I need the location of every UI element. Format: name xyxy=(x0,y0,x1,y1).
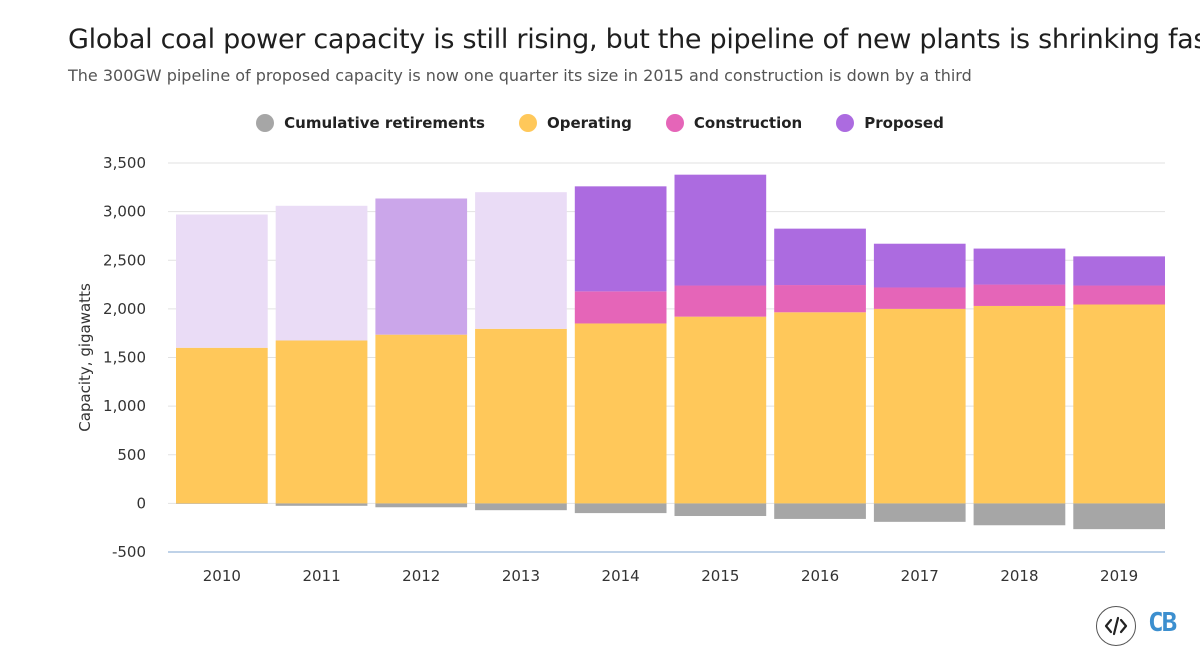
legend-label-construction: Construction xyxy=(693,114,803,132)
bar-construction-2018[interactable] xyxy=(973,284,1066,306)
legend-swatch-proposed xyxy=(836,114,855,132)
bar-construction-2016[interactable] xyxy=(774,285,866,313)
bar-operating-2019[interactable] xyxy=(1073,304,1165,504)
axes: -500 0 500 1,000 1,500 2,000 2,500 3,000 3,500 20… xyxy=(103,154,1165,585)
x-tick-label: 2011 xyxy=(302,567,340,585)
x-tick-label: 2019 xyxy=(1100,567,1138,585)
bar-operating-2018[interactable] xyxy=(973,305,1066,504)
x-tick-label: 2018 xyxy=(1000,567,1038,585)
x-tick-label: 2012 xyxy=(402,567,440,585)
y-tick-label: 1,000 xyxy=(103,397,146,415)
legend-swatch-operating xyxy=(518,114,537,132)
bar-retirements-2013[interactable] xyxy=(475,503,567,511)
x-tick-label: 2015 xyxy=(701,567,739,585)
bar-proposed-2019[interactable] xyxy=(1073,256,1165,286)
bar-proposed-2018[interactable] xyxy=(973,248,1066,285)
bar-retirements-2012[interactable] xyxy=(375,503,468,508)
bar-proposed-2014[interactable] xyxy=(574,186,667,292)
bar-operating-2014[interactable] xyxy=(574,323,667,504)
legend-label-retirements: Cumulative retirements xyxy=(284,114,485,132)
bar-construction-2015[interactable] xyxy=(674,285,767,317)
y-tick-label: 500 xyxy=(117,446,146,464)
x-tick-label: 2016 xyxy=(801,567,839,585)
bar-retirements-2015[interactable] xyxy=(674,503,767,517)
y-tick-label: 0 xyxy=(136,494,146,512)
y-axis-label: Capacity, gigawatts xyxy=(76,283,94,432)
legend: Cumulative retirements Operating Constru… xyxy=(0,114,1200,132)
legend-item-operating[interactable]: Operating xyxy=(518,114,632,132)
bar-proposed-2013[interactable] xyxy=(475,192,567,329)
bar-construction-2019[interactable] xyxy=(1073,285,1165,305)
embed-code-button[interactable] xyxy=(1096,606,1136,646)
y-tick-label: -500 xyxy=(112,543,146,561)
code-brackets-icon xyxy=(1104,616,1128,636)
legend-item-proposed[interactable]: Proposed xyxy=(836,114,944,132)
bar-construction-2014[interactable] xyxy=(574,291,667,324)
bar-proposed-2015[interactable] xyxy=(674,174,767,286)
legend-item-construction[interactable]: Construction xyxy=(665,114,803,132)
x-tick-label: 2010 xyxy=(203,567,241,585)
y-tick-label: 1,500 xyxy=(103,349,146,367)
chart-subtitle: The 300GW pipeline of proposed capacity … xyxy=(68,66,972,85)
y-tick-label: 2,500 xyxy=(103,251,146,269)
bars xyxy=(176,174,1165,530)
legend-swatch-construction xyxy=(665,114,684,132)
y-tick-label: 3,500 xyxy=(103,154,146,172)
legend-label-proposed: Proposed xyxy=(864,114,944,132)
bar-proposed-2017[interactable] xyxy=(873,243,966,288)
x-tick-label: 2013 xyxy=(502,567,540,585)
bar-operating-2013[interactable] xyxy=(475,328,567,504)
legend-label-operating: Operating xyxy=(546,114,632,132)
legend-item-retirements[interactable]: Cumulative retirements xyxy=(256,114,485,132)
y-tick-label: 3,000 xyxy=(103,203,146,221)
bar-retirements-2014[interactable] xyxy=(574,503,667,514)
bar-proposed-2012[interactable] xyxy=(375,198,468,335)
bar-operating-2012[interactable] xyxy=(375,334,468,504)
bar-operating-2015[interactable] xyxy=(674,316,767,504)
x-tick-label: 2017 xyxy=(901,567,939,585)
bar-operating-2010[interactable] xyxy=(176,347,268,504)
bar-retirements-2019[interactable] xyxy=(1073,503,1165,530)
bar-retirements-2018[interactable] xyxy=(973,503,1066,526)
bar-operating-2016[interactable] xyxy=(774,312,866,504)
carbon-brief-logo: CB xyxy=(1148,608,1177,638)
bar-retirements-2016[interactable] xyxy=(774,503,866,519)
x-tick-label: 2014 xyxy=(602,567,640,585)
bar-construction-2017[interactable] xyxy=(873,287,966,309)
legend-swatch-retirements xyxy=(256,114,275,132)
bar-retirements-2011[interactable] xyxy=(275,503,368,506)
bar-retirements-2017[interactable] xyxy=(873,503,966,522)
y-tick-label: 2,000 xyxy=(103,300,146,318)
bar-proposed-2016[interactable] xyxy=(774,228,866,286)
bar-operating-2017[interactable] xyxy=(873,308,966,504)
chart-title: Global coal power capacity is still risi… xyxy=(68,24,1200,55)
bar-proposed-2010[interactable] xyxy=(176,214,268,348)
bar-proposed-2011[interactable] xyxy=(275,205,368,341)
bar-operating-2011[interactable] xyxy=(275,340,368,504)
